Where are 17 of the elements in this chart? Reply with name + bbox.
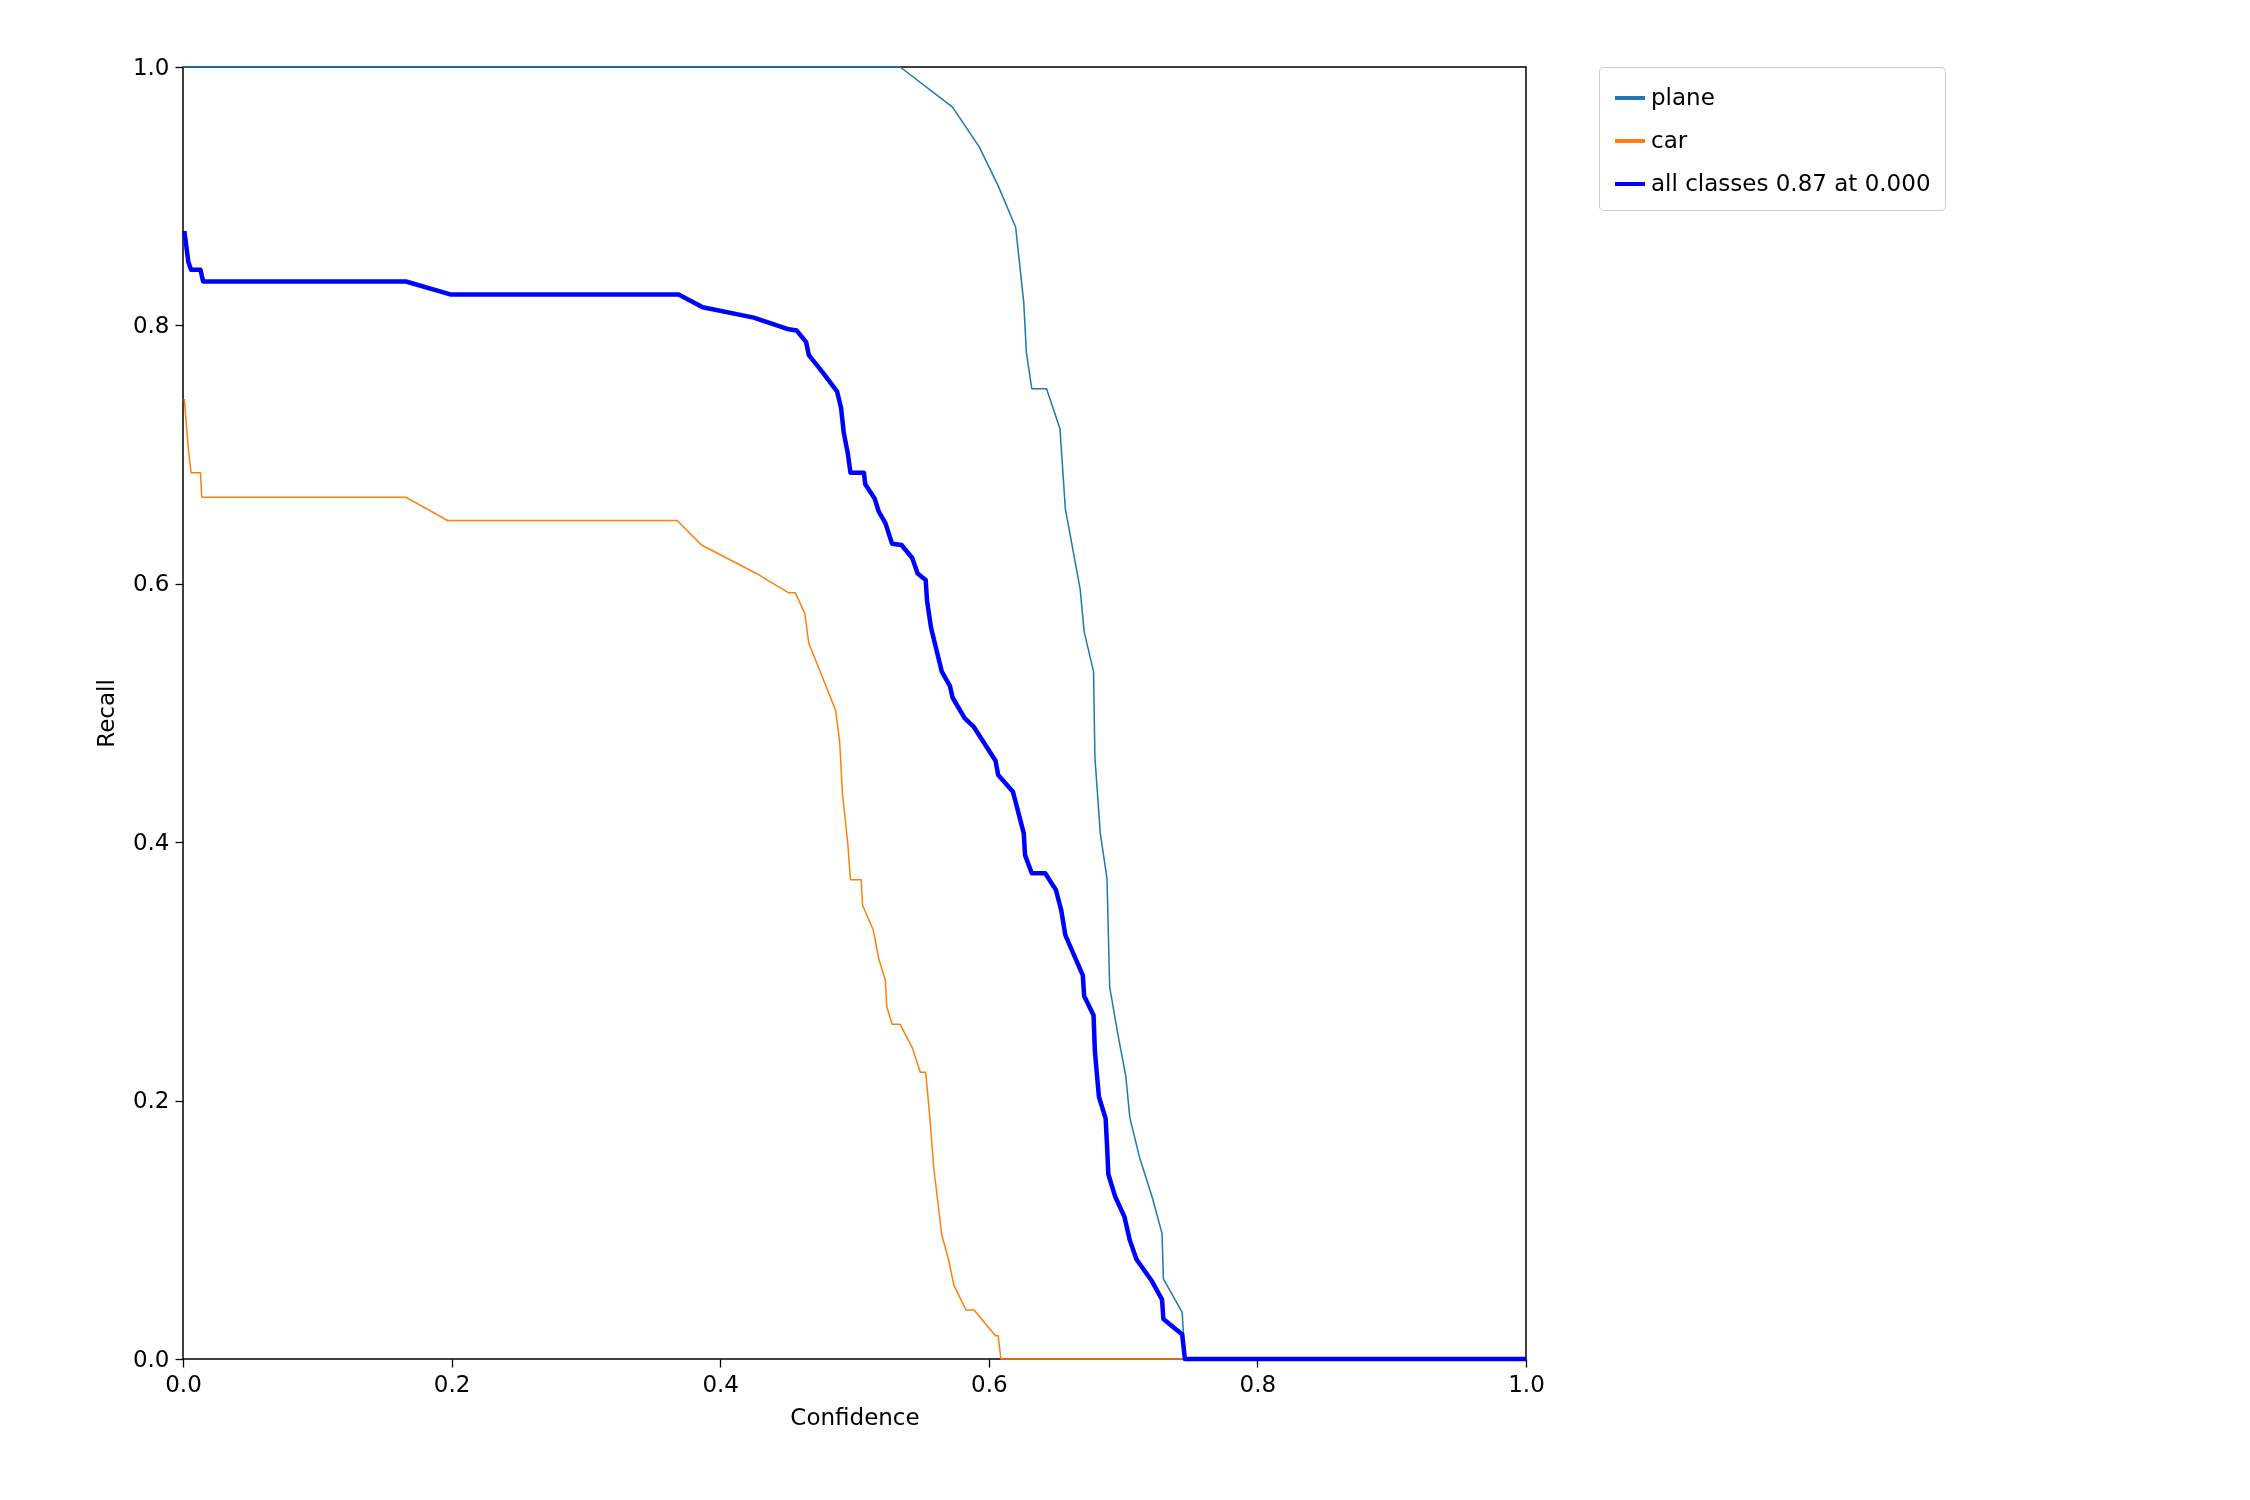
legend-label: plane xyxy=(1651,84,1715,110)
y-tick-label: 0.2 xyxy=(132,1087,170,1114)
x-tick-label: 0.4 xyxy=(702,1370,739,1397)
y-tick-label: 0.0 xyxy=(132,1345,170,1372)
x-tick-label: 0.6 xyxy=(971,1370,1008,1397)
y-tick-label: 0.6 xyxy=(132,570,170,597)
x-tick-label: 0.8 xyxy=(1239,1370,1277,1397)
y-tick-label: 1.0 xyxy=(132,53,170,80)
x-tick-label: 0.2 xyxy=(433,1370,471,1397)
legend-label: all classes 0.87 at 0.000 xyxy=(1651,170,1931,196)
x-tick-label: 1.0 xyxy=(1508,1370,1545,1397)
x-tick-label: 0.0 xyxy=(165,1370,202,1397)
y-tick-label: 0.4 xyxy=(132,828,170,855)
y-tick-label: 0.8 xyxy=(132,311,170,338)
legend-label: car xyxy=(1651,127,1688,153)
x-axis-title: Confidence xyxy=(790,1403,920,1430)
y-axis-title: Recall xyxy=(92,679,119,748)
